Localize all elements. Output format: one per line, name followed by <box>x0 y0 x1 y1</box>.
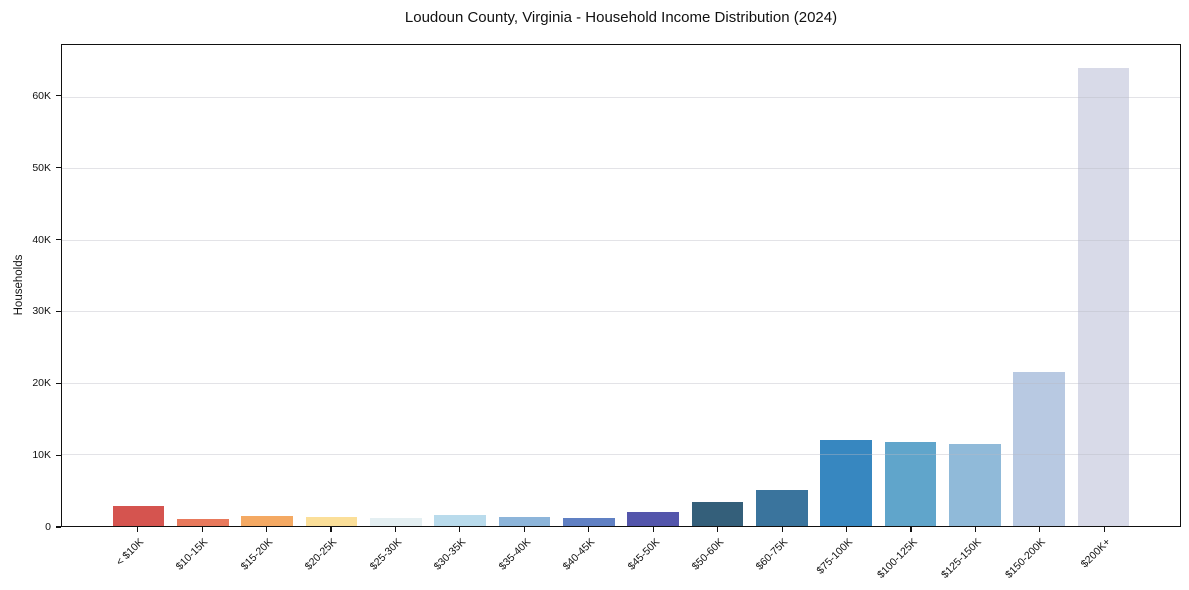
bar-75-100k <box>820 440 872 526</box>
chart-title: Loudoun County, Virginia - Household Inc… <box>404 9 838 26</box>
x-tick-mark <box>781 527 783 532</box>
x-tick-mark <box>523 527 525 532</box>
grid-layer <box>62 45 1180 526</box>
x-tick-label-text: $150-200K <box>1003 536 1049 581</box>
x-tick-label-text: $10-15K <box>174 536 211 573</box>
x-tick-label-text: $35-40K <box>496 536 533 573</box>
bar-25-30k <box>370 518 422 526</box>
x-tick-mark <box>137 527 139 532</box>
x-tick-mark <box>910 527 912 532</box>
x-tick-mark <box>588 527 590 532</box>
x-tick-label-text: $60-75K <box>754 536 791 573</box>
x-tick-mark <box>845 527 848 532</box>
x-tick-label-text: $100-125K <box>874 536 920 581</box>
gridline-50K <box>62 168 1180 170</box>
x-tick-label-text: $15-20K <box>238 536 276 573</box>
bar-125-150k <box>949 444 1001 526</box>
x-tick-mark <box>265 527 268 532</box>
bar-40-45k <box>563 518 615 526</box>
bar-35-40k <box>498 517 551 526</box>
x-tick-label-text: < $10K <box>113 536 147 569</box>
bar-150-200k <box>1013 372 1065 526</box>
y-tick-label: 50K <box>32 161 51 174</box>
x-tick-label-text: $50-60K <box>689 536 727 573</box>
y-tick-label: 10K <box>32 449 51 462</box>
x-tick-mark <box>974 527 977 532</box>
bar-100-125k <box>884 441 937 526</box>
gridline-20K <box>62 382 1180 384</box>
x-tick-mark <box>394 527 397 532</box>
y-tick-label: 40K <box>32 233 51 246</box>
bar-20-25k <box>305 517 358 526</box>
x-tick-mark <box>1103 527 1105 532</box>
y-tick-label: 30K <box>32 305 51 318</box>
y-tick-label: 60K <box>32 89 51 102</box>
x-tick-mark <box>717 527 719 532</box>
y-tick-mark <box>56 238 61 241</box>
bars-layer <box>62 45 1180 526</box>
y-tick-mark <box>56 526 61 528</box>
x-tick-label-text: $40-45K <box>560 536 598 573</box>
bar-10k <box>112 505 165 526</box>
x-tick-label-text: $30-35K <box>431 536 469 573</box>
x-tick-label-text: $125-150K <box>939 536 984 581</box>
y-tick-mark <box>56 95 61 97</box>
y-tick-label: 20K <box>32 377 51 390</box>
bar-50-60k <box>691 501 744 526</box>
bar-10-15k <box>177 519 229 526</box>
bar-45-50k <box>627 511 679 526</box>
gridline-30K <box>62 311 1180 313</box>
x-tick-label-text: $45-50K <box>625 536 662 573</box>
gridline-60K <box>62 96 1180 98</box>
bar-15-20k <box>241 516 293 526</box>
x-tick-mark <box>1039 527 1041 532</box>
y-axis: 0 10K 20K 30K 40K 50K 60K <box>0 44 61 533</box>
y-tick-label: 0 <box>45 521 51 533</box>
y-tick-mark <box>56 310 61 312</box>
x-tick-mark <box>201 527 203 532</box>
x-tick-mark <box>652 527 654 532</box>
x-axis: < $10K $10-15K $15-20K $20-25K $25-30K $30-35… <box>61 527 1181 590</box>
bar-30-35k <box>434 514 486 526</box>
y-tick-mark <box>56 167 61 169</box>
gridline-40K <box>62 239 1180 241</box>
x-tick-label-text: $20-25K <box>302 536 340 573</box>
x-tick-label-text: $25-30K <box>367 536 404 573</box>
y-tick-mark <box>56 382 61 384</box>
gridline-10K <box>62 454 1180 456</box>
plot-area <box>61 44 1181 527</box>
y-tick-mark <box>56 454 61 456</box>
x-tick-label-text: $200K+ <box>1078 536 1113 571</box>
bar-60-75k <box>756 489 808 526</box>
bar-200k <box>1077 67 1130 526</box>
x-tick-mark <box>330 527 332 532</box>
x-tick-label-text: $75-100K <box>814 536 856 577</box>
x-tick-mark <box>459 527 461 532</box>
